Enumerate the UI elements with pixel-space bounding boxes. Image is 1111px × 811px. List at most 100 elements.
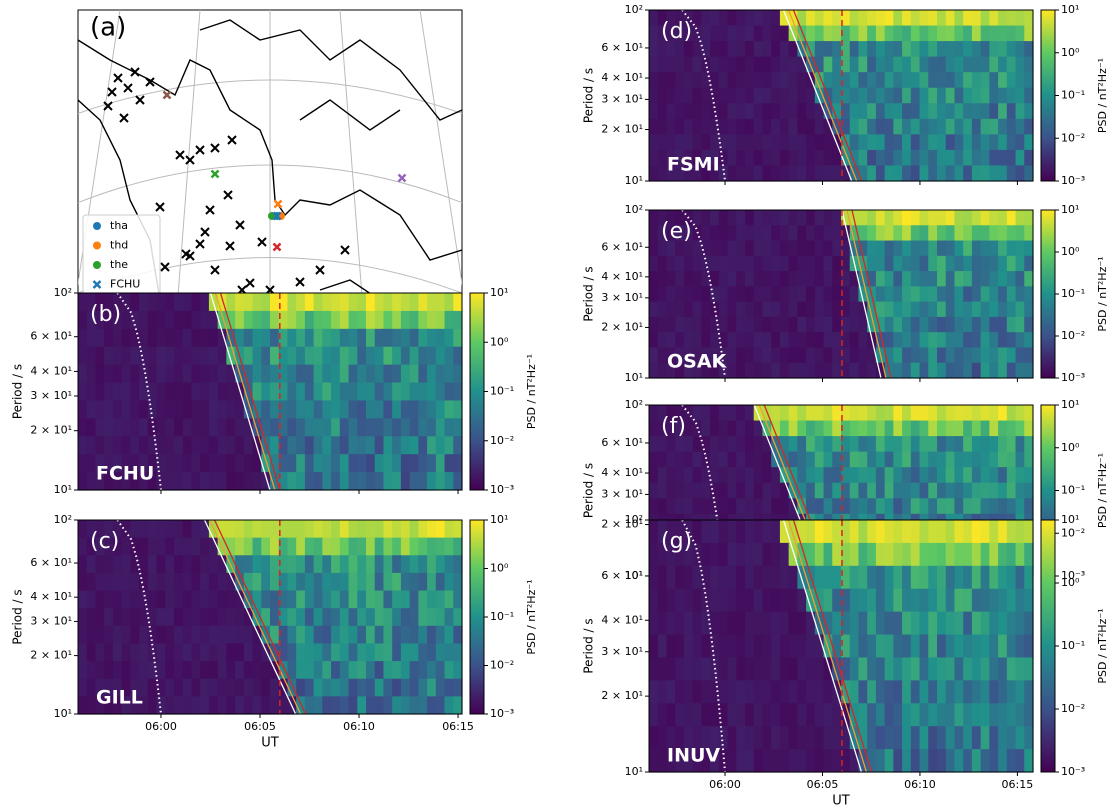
- heatmap-cell: [963, 363, 972, 379]
- heatmap-cell: [305, 347, 314, 366]
- heatmap-cell: [287, 454, 296, 473]
- heatmap-cell: [885, 286, 894, 302]
- heatmap-cell: [701, 103, 710, 119]
- heatmap-cell: [789, 210, 798, 226]
- heatmap-cell: [885, 225, 894, 241]
- heatmap-cell: [453, 696, 462, 714]
- heatmap-cell: [963, 749, 972, 773]
- heatmap-cell: [876, 421, 885, 437]
- heatmap-cell: [981, 256, 990, 272]
- heatmap-cell: [928, 26, 937, 42]
- heatmap-cell: [728, 612, 737, 636]
- heatmap-cell: [427, 454, 436, 473]
- heatmap-cell: [989, 302, 998, 318]
- heatmap-cell: [710, 302, 719, 318]
- heatmap-cell: [736, 10, 745, 26]
- heatmap-cell: [981, 332, 990, 348]
- heatmap-cell: [296, 608, 305, 626]
- heatmap-cell: [684, 103, 693, 119]
- heatmap-cell: [200, 436, 209, 455]
- heatmap-cell: [832, 467, 841, 483]
- heatmap-cell: [937, 566, 946, 590]
- colorbar-tick-label: 10⁻²: [1061, 702, 1085, 715]
- heatmap-cell: [1024, 749, 1033, 773]
- heatmap-cell: [780, 210, 789, 226]
- y-axis-label: Period / s: [11, 589, 25, 644]
- heatmap-cell: [200, 679, 209, 697]
- heatmap-cell: [745, 703, 754, 727]
- heatmap-cell: [885, 256, 894, 272]
- heatmap-cell: [850, 26, 859, 42]
- heatmap-cell: [728, 72, 737, 88]
- heatmap-cell: [340, 591, 349, 609]
- heatmap-cell: [736, 317, 745, 333]
- heatmap-cell: [806, 726, 815, 750]
- heatmap-cell: [954, 165, 963, 181]
- heatmap-cell: [261, 400, 270, 419]
- heatmap-cell: [392, 608, 401, 626]
- heatmap-cell: [244, 347, 253, 366]
- heatmap-cell: [824, 467, 833, 483]
- heatmap-cell: [850, 483, 859, 499]
- heatmap-cell: [427, 696, 436, 714]
- heatmap-cell: [867, 635, 876, 659]
- heatmap-cell: [928, 520, 937, 544]
- heatmap-cell: [95, 436, 104, 455]
- heatmap-cell: [287, 573, 296, 591]
- heatmap-cell: [937, 680, 946, 704]
- heatmap-cell: [314, 383, 323, 402]
- heatmap-cell: [684, 452, 693, 468]
- heatmap-cell: [209, 626, 218, 644]
- heatmap-cell: [174, 591, 183, 609]
- heatmap-cell: [972, 225, 981, 241]
- colorbar-label: PSD / nT²Hz⁻¹: [1096, 256, 1109, 331]
- heatmap-cell: [736, 749, 745, 773]
- heatmap-cell: [649, 41, 658, 57]
- heatmap-cell: [832, 72, 841, 88]
- heatmap-cell: [728, 41, 737, 57]
- heatmap-cell: [728, 452, 737, 468]
- heatmap-cell: [1016, 286, 1025, 302]
- heatmap-cell: [675, 332, 684, 348]
- heatmap-cell: [418, 696, 427, 714]
- heatmap-cell: [954, 520, 963, 544]
- heatmap-cell: [719, 405, 728, 421]
- heatmap-cell: [322, 538, 331, 556]
- heatmap-cell: [963, 589, 972, 613]
- heatmap-cell: [867, 483, 876, 499]
- heatmap-cell: [745, 241, 754, 257]
- heatmap-cell: [867, 57, 876, 73]
- heatmap-cell: [113, 400, 122, 419]
- heatmap-cell: [928, 703, 937, 727]
- heatmap-cell: [104, 643, 113, 661]
- heatmap-cell: [427, 311, 436, 330]
- heatmap-cell: [165, 400, 174, 419]
- heatmap-cell: [244, 573, 253, 591]
- heatmap-cell: [719, 57, 728, 73]
- heatmap-cell: [998, 317, 1007, 333]
- heatmap-cell: [824, 520, 833, 544]
- y-axis-label: Period / s: [582, 618, 596, 673]
- heatmap-cell: [937, 241, 946, 257]
- heatmap-cell: [357, 436, 366, 455]
- heatmap-cell: [445, 608, 454, 626]
- heatmap-cell: [972, 635, 981, 659]
- heatmap-cell: [998, 26, 1007, 42]
- heatmap-cell: [815, 10, 824, 26]
- heatmap-cell: [946, 241, 955, 257]
- heatmap-cell: [693, 520, 702, 544]
- heatmap-cell: [287, 643, 296, 661]
- heatmap-cell: [754, 165, 763, 181]
- heatmap-cell: [314, 311, 323, 330]
- heatmap-cell: [832, 256, 841, 272]
- heatmap-cell: [946, 405, 955, 421]
- heatmap-cell: [824, 210, 833, 226]
- heatmap-cell: [666, 286, 675, 302]
- heatmap-cell: [806, 703, 815, 727]
- heatmap-cell: [287, 626, 296, 644]
- heatmap-cell: [806, 483, 815, 499]
- heatmap-cell: [436, 347, 445, 366]
- heatmap-cell: [366, 555, 375, 573]
- heatmap-cell: [658, 347, 667, 363]
- heatmap-cell: [296, 626, 305, 644]
